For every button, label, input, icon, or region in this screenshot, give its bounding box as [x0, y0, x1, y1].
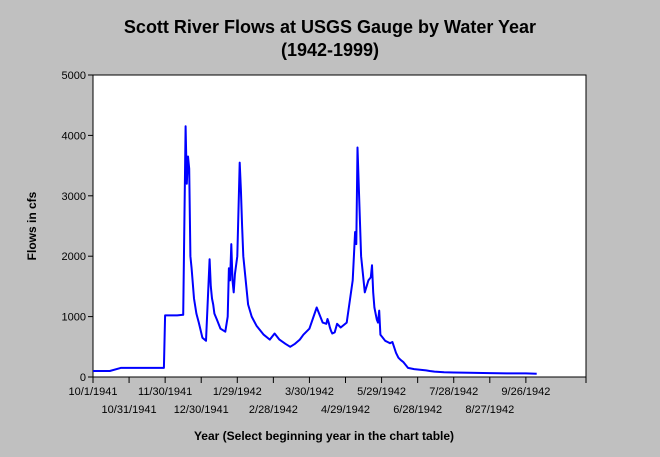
y-tick-label: 4000	[62, 130, 86, 142]
y-tick-label: 5000	[62, 70, 86, 82]
x-tick-label: 3/30/1942	[285, 386, 334, 398]
x-tick-label: 2/28/1942	[249, 404, 298, 416]
plot-area	[92, 74, 587, 378]
x-tick-label: 5/29/1942	[357, 386, 406, 398]
y-tick-label: 0	[80, 372, 86, 384]
x-axis: 10/1/1941 10/31/1941 11/30/1941 12/30/1941 1…	[69, 377, 587, 416]
x-tick-label: 9/26/1942	[501, 386, 550, 398]
x-tick-label: 10/31/1941	[102, 404, 157, 416]
chart-subtitle: (1942-1999)	[281, 40, 379, 60]
x-tick-label: 10/1/1941	[69, 386, 118, 398]
chart-title: Scott River Flows at USGS Gauge by Water…	[124, 17, 536, 37]
x-tick-label: 6/28/1942	[393, 404, 442, 416]
flow-series-line	[93, 125, 537, 375]
x-tick-label: 11/30/1941	[138, 386, 192, 398]
x-tick-label: 1/29/1942	[213, 386, 262, 398]
y-tick-label: 2000	[62, 251, 86, 263]
x-tick-label: 7/28/1942	[429, 386, 478, 398]
x-tick-label: 8/27/1942	[465, 404, 514, 416]
y-tick-label: 1000	[62, 312, 86, 324]
y-axis-title: Flows in cfs	[25, 191, 39, 260]
x-tick-label: 12/30/1941	[174, 404, 229, 416]
y-tick-label: 3000	[62, 191, 86, 203]
x-tick-label: 4/29/1942	[321, 404, 370, 416]
x-axis-title: Year (Select beginning year in the chart…	[194, 429, 454, 443]
y-axis: 0 1000 2000 3000 4000 5000	[62, 70, 93, 384]
